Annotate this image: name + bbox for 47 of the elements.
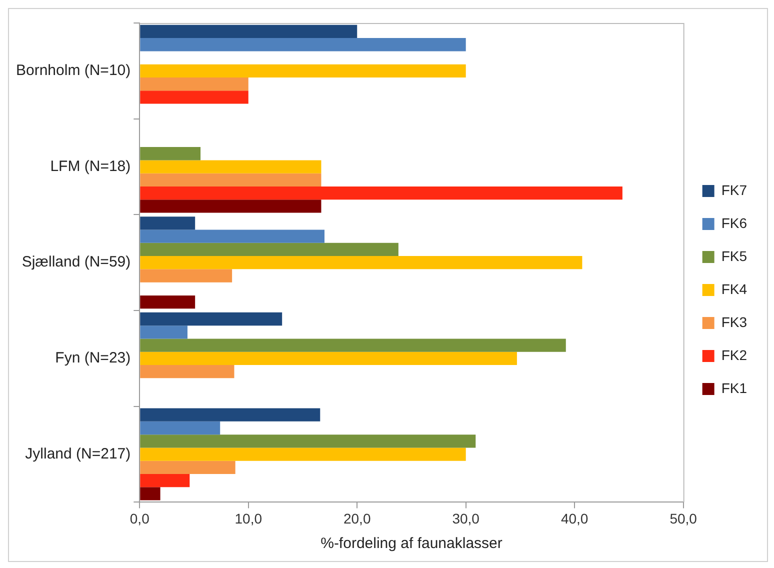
legend-label: FK4	[721, 280, 748, 297]
bar	[140, 38, 466, 52]
bar	[140, 326, 188, 339]
bar	[140, 64, 466, 78]
legend-label: FK1	[721, 380, 748, 396]
bar	[140, 365, 234, 378]
y-tick-label: LFM (N=18)	[50, 158, 131, 175]
bar	[140, 352, 517, 366]
legend-label: FK7	[721, 182, 748, 198]
bar	[140, 295, 196, 309]
bar	[140, 421, 220, 435]
bar	[140, 77, 248, 91]
bar	[140, 173, 322, 186]
bar	[140, 256, 582, 270]
x-axis-title: %-fordeling af faunaklasser	[320, 535, 502, 552]
x-tick-label: 40,0	[560, 510, 588, 526]
bar	[140, 186, 622, 200]
x-tick-label: 50,0	[670, 510, 698, 526]
legend-label: FK2	[721, 346, 748, 363]
legend-label: FK3	[721, 314, 748, 330]
x-tick-label: 10,0	[234, 510, 262, 526]
y-tick-label: Fyn (N=23)	[55, 350, 131, 367]
y-tick-label: Sjælland (N=59)	[22, 254, 131, 271]
bar	[140, 474, 190, 488]
bar	[140, 216, 196, 230]
legend-label: FK5	[721, 248, 748, 264]
bar	[140, 160, 322, 174]
bar	[140, 460, 236, 474]
bar	[140, 487, 160, 500]
bar	[140, 147, 201, 160]
bar	[140, 24, 358, 38]
bar	[140, 448, 466, 461]
bar	[140, 312, 282, 326]
bar	[140, 338, 566, 352]
bar	[140, 408, 320, 422]
bar	[140, 90, 248, 104]
y-tick-label: Bornholm (N=10)	[16, 62, 131, 80]
x-tick-label: 0,0	[130, 510, 150, 526]
x-tick-label: 30,0	[452, 510, 480, 526]
bar	[140, 242, 398, 256]
bar	[140, 269, 232, 282]
bar	[140, 200, 322, 213]
x-tick-label: 20,0	[343, 510, 371, 526]
legend-label: FK6	[721, 214, 748, 231]
bar	[140, 230, 324, 243]
bar	[140, 434, 476, 448]
y-tick-label: Jylland (N=217)	[25, 445, 131, 462]
